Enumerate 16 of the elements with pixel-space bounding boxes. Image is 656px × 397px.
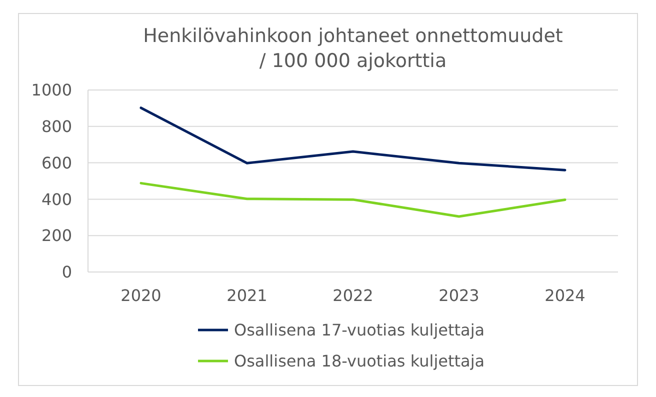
y-tick-label: 200: [41, 226, 72, 246]
y-tick-label: 1000: [31, 80, 72, 100]
y-tick-label: 800: [41, 117, 72, 136]
y-tick-label: 0: [62, 262, 72, 282]
line-series: [140, 106, 566, 172]
legend-label: Osallisena 17-vuotias kuljettaja: [234, 320, 485, 340]
x-tick-label: 2023: [438, 286, 480, 305]
legend-label: Osallisena 18-vuotias kuljettaja: [234, 352, 485, 371]
x-tick-label: 2024: [544, 286, 586, 305]
y-tick-label: 400: [41, 190, 72, 209]
line-series: [140, 182, 566, 218]
x-tick-label: 2022: [332, 286, 374, 305]
y-tick-label: 600: [41, 153, 72, 172]
chart-title: Henkilövahinkoon johtaneet onnettomuudet / 100 000 ajokorttia: [143, 25, 563, 72]
x-tick-label: 2021: [226, 286, 268, 305]
x-tick-label: 2020: [120, 286, 162, 305]
